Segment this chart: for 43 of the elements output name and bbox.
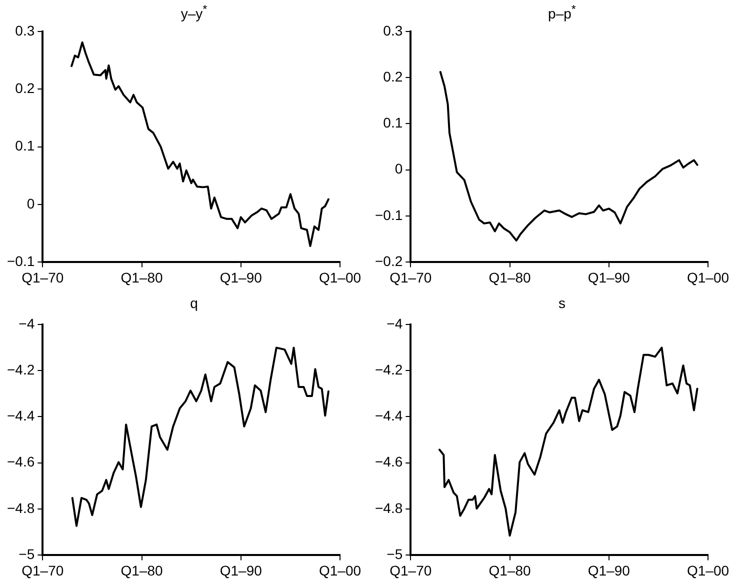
x-tick-label: Q1–90 [220,562,262,578]
y-tick-label: −4.8 [6,500,35,516]
y-tick-label: −5 [18,546,35,562]
chart-title: q [189,294,198,313]
chart-title: s [558,294,566,313]
y-tick-label: 0.1 [15,138,35,154]
y-tick-label: −4.6 [6,454,35,470]
y-tick-label: 0.2 [383,68,403,84]
x-tick-label: Q1–80 [120,562,163,578]
x-tick-label: Q1–00 [686,269,730,286]
y-tick-label: −4.2 [6,361,35,378]
y-tick-label: −4.2 [374,361,403,378]
x-tick-label: Q1–80 [488,269,531,286]
y-tick-label: −0.1 [374,206,403,223]
x-tick-label: Q1–70 [390,562,432,578]
x-tick-label: Q1–70 [22,562,64,578]
y-tick-label: 0.2 [15,80,35,96]
y-tick-label: −0.2 [374,253,403,270]
y-tick-label: 0.1 [383,114,403,131]
y-tick-label: −4.4 [374,408,403,424]
x-tick-label: Q1–80 [120,269,163,286]
chart-title: p–p$^{*}$ [547,2,576,22]
y-tick-label: 0 [394,160,403,177]
x-tick-label: Q1–90 [588,562,630,578]
x-tick-label: Q1–00 [686,562,730,578]
x-tick-label: Q1–00 [318,562,362,578]
y-tick-label: −4.8 [374,500,403,516]
y-tick-label: −4.4 [6,408,35,424]
y-tick-label: 0.3 [383,22,403,38]
x-tick-label: Q1–00 [318,269,362,286]
x-tick-label: Q1–70 [390,269,432,286]
y-tick-label: −0.1 [6,253,35,270]
y-tick-label: −4 [18,315,35,332]
y-tick-label: 0 [26,195,35,212]
x-tick-label: Q1–80 [488,562,531,578]
x-tick-label: Q1–70 [22,269,64,286]
y-tick-label: −4 [386,315,403,332]
y-tick-label: −4.6 [374,454,403,470]
y-tick-label: 0.3 [15,22,35,38]
x-tick-label: Q1–90 [220,269,262,286]
x-tick-label: Q1–90 [588,269,630,286]
y-tick-label: −5 [386,546,403,562]
chart-title: y–y$^{*}$ [180,2,208,22]
